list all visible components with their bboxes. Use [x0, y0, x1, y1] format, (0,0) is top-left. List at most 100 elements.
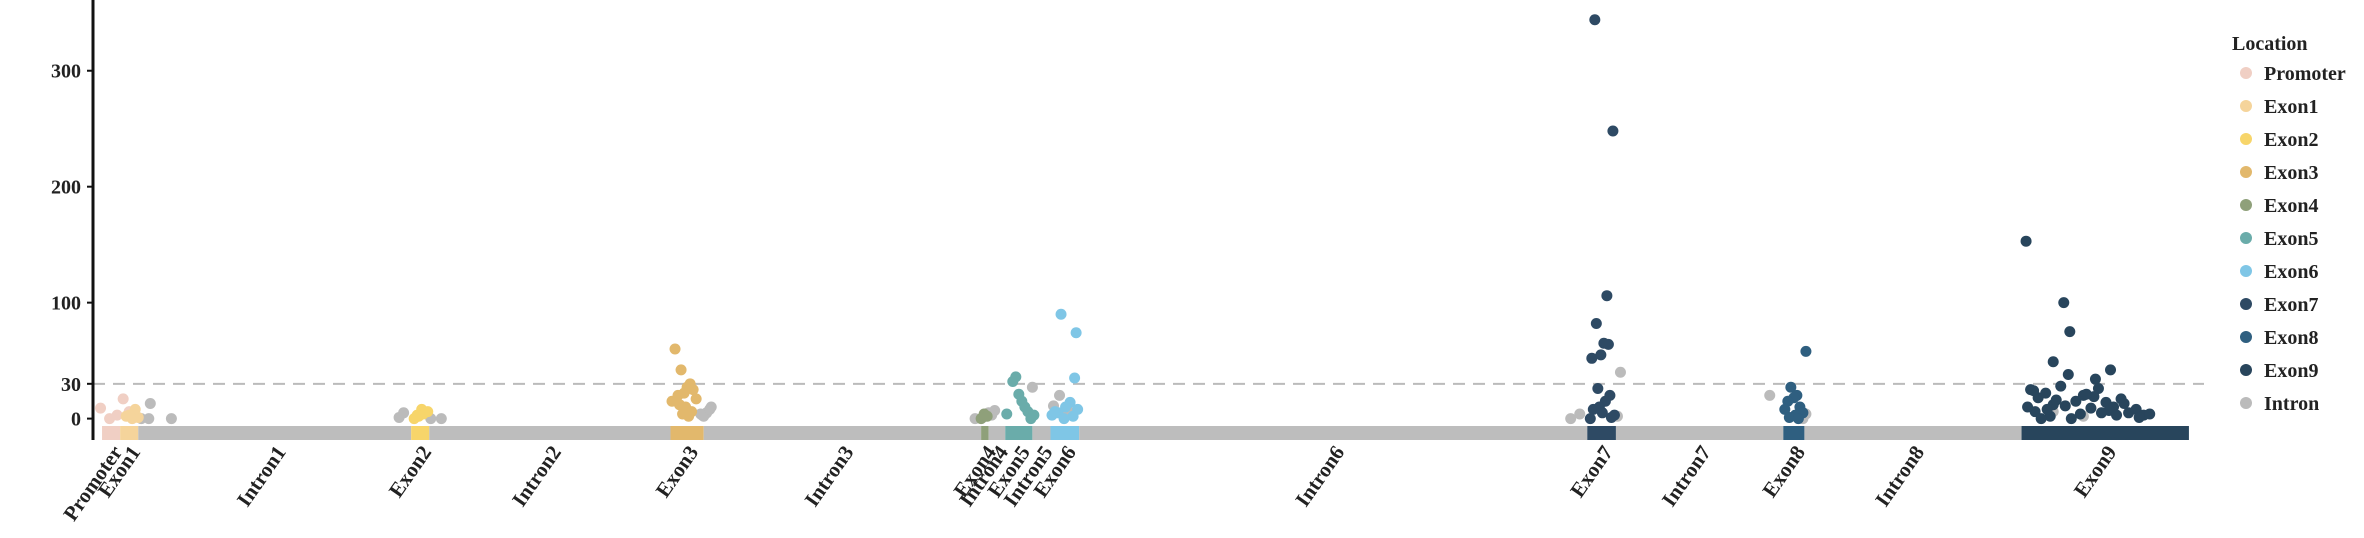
legend-label: Intron [2264, 393, 2319, 415]
legend-label: Exon2 [2264, 129, 2318, 151]
data-point [2064, 326, 2076, 338]
legend-label: Exon1 [2264, 96, 2318, 118]
data-point [695, 408, 707, 420]
data-point [1070, 327, 1082, 339]
data-point [2059, 400, 2071, 412]
gene-region [1005, 426, 1033, 440]
gene-region [988, 426, 1006, 440]
y-tick-label: 200 [51, 177, 81, 199]
data-point [1574, 408, 1586, 420]
gene-region [1050, 426, 1080, 440]
region-label: Exon7 [1565, 441, 1617, 502]
y-tick-label: 100 [51, 293, 81, 315]
region-label: Intron6 [1290, 441, 1349, 511]
data-point [669, 343, 681, 355]
gene-region [1032, 426, 1051, 440]
data-point [1055, 308, 1067, 320]
data-point [1010, 371, 1022, 383]
data-point [690, 393, 702, 405]
data-point [2085, 402, 2097, 414]
data-point [1607, 125, 1619, 137]
data-point [2022, 401, 2034, 413]
data-point [1592, 382, 1604, 394]
data-point [1565, 413, 1577, 425]
data-point [411, 409, 423, 421]
data-point [1589, 14, 1601, 26]
y-tick-label: 30 [61, 374, 81, 396]
data-point [1602, 338, 1614, 350]
gene-region [1079, 426, 1588, 440]
legend-swatch [2240, 232, 2252, 244]
data-point [2118, 398, 2130, 410]
data-point [1590, 318, 1602, 330]
gene-region [981, 426, 989, 440]
data-point [1069, 372, 1081, 384]
data-point [1783, 411, 1795, 423]
legend-title: Location [2232, 33, 2308, 55]
gene-region [670, 426, 704, 440]
data-point [111, 409, 123, 421]
y-tick-label: 300 [51, 61, 81, 83]
data-point [2089, 373, 2101, 385]
gene-region [1804, 426, 2022, 440]
gene-region [1783, 426, 1805, 440]
legend-swatch [2240, 166, 2252, 178]
data-point [705, 401, 717, 413]
y-tick-label: 0 [71, 409, 81, 431]
data-point [2065, 413, 2077, 425]
data-point [435, 413, 447, 425]
data-point [2105, 364, 2117, 376]
data-point [2133, 411, 2145, 423]
data-point [1067, 410, 1079, 422]
gene-region [411, 426, 430, 440]
data-point [1800, 345, 1812, 357]
data-point [1016, 395, 1028, 407]
data-point [2092, 382, 2104, 394]
data-point [981, 410, 993, 422]
legend-label: Exon8 [2264, 327, 2318, 349]
data-point [1779, 403, 1791, 415]
region-label: Intron7 [1657, 441, 1716, 511]
gene-region [429, 426, 671, 440]
data-point [1025, 413, 1037, 425]
gene-region [102, 426, 121, 440]
region-label: Exon3 [651, 441, 703, 502]
data-point [2062, 369, 2074, 381]
legend-label: Exon7 [2264, 294, 2318, 316]
data-point [2111, 409, 2123, 421]
data-point [95, 402, 107, 414]
gene-region [138, 426, 412, 440]
data-point [144, 398, 156, 410]
data-point [683, 410, 695, 422]
data-point [2047, 356, 2059, 368]
legend-swatch [2240, 265, 2252, 277]
legend-swatch [2240, 100, 2252, 112]
data-point [1605, 411, 1617, 423]
region-label: Intron3 [800, 441, 859, 511]
data-point [165, 413, 177, 425]
data-point [1764, 389, 1776, 401]
data-point [1792, 413, 1804, 425]
data-point [2041, 403, 2053, 415]
region-label: Exon9 [2069, 441, 2121, 502]
data-point [1595, 349, 1607, 361]
data-point [687, 384, 699, 396]
data-point [2055, 380, 2067, 392]
legend-swatch [2240, 67, 2252, 79]
region-label: Exon2 [384, 441, 436, 502]
region-label: Intron8 [1870, 441, 1929, 511]
data-point [674, 399, 686, 411]
legend-label: Exon9 [2264, 360, 2318, 382]
data-point [1026, 381, 1038, 393]
data-point [1054, 389, 1066, 401]
data-point [2058, 297, 2070, 309]
region-label: Intron1 [232, 441, 291, 511]
data-point [2070, 395, 2082, 407]
legend-swatch [2240, 199, 2252, 211]
data-point [1586, 352, 1598, 364]
legend-label: Exon4 [2264, 195, 2318, 217]
legend-label: Promoter [2264, 63, 2346, 85]
legend-label: Exon5 [2264, 228, 2318, 250]
data-point [1584, 413, 1596, 425]
